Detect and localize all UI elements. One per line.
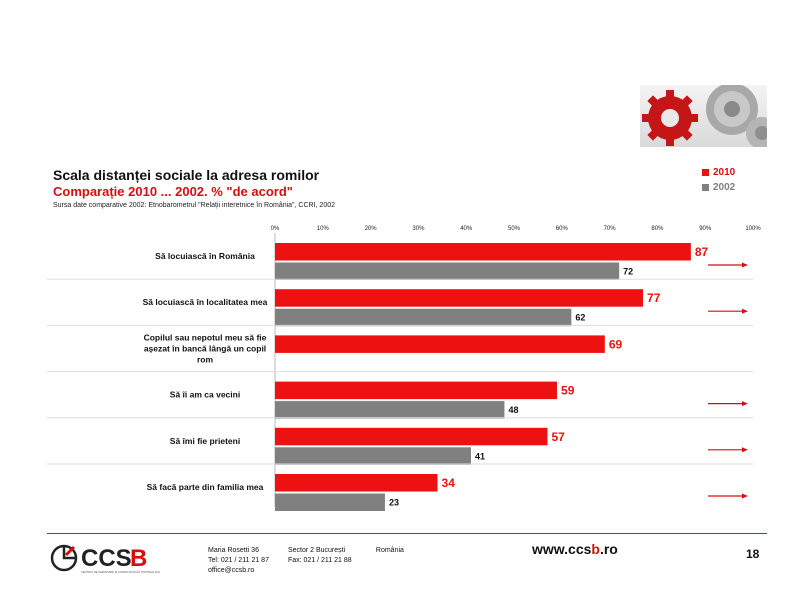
bar-2010 (275, 243, 691, 261)
category-label: rom (197, 354, 214, 364)
bar-2002 (275, 262, 620, 280)
trend-arrow-head-icon (742, 447, 748, 453)
x-tick-label: 20% (365, 226, 378, 232)
legend-label-2002: 2002 (713, 182, 736, 193)
trend-arrow-head-icon (742, 493, 748, 499)
category-label: Să îmi fie prieteni (170, 436, 240, 446)
red-gear-icon (642, 90, 698, 146)
category-label: Să locuiască în localitatea mea (143, 297, 268, 307)
legend-swatch-2002 (702, 184, 709, 191)
x-tick-label: 30% (412, 226, 425, 232)
chart-source-note: Sursa date comparative 2002: Etnobaromet… (53, 202, 336, 209)
data-label-2010: 34 (442, 476, 456, 490)
chart-legend: 2010 2002 (702, 165, 735, 195)
data-label-2002: 41 (475, 451, 485, 461)
bar-2010 (275, 289, 644, 307)
trend-arrow-head-icon (742, 308, 748, 314)
bar-2002 (275, 308, 572, 327)
x-tick-label: 0% (271, 226, 280, 232)
bar-2010 (275, 381, 558, 400)
data-label-2010: 69 (609, 337, 623, 351)
bar-2002 (275, 447, 471, 465)
address-country: România (375, 547, 404, 554)
svg-text:B: B (130, 545, 147, 572)
page-number: 18 (746, 547, 760, 561)
data-label-2002: 72 (623, 267, 633, 277)
bar-2002 (275, 401, 505, 419)
bar-chart: 0% 10% 20% 30% 40% 50% 60% 70% 80% 90% 100% Să locu… (47, 226, 761, 511)
svg-text:CENTRUL DE CERCETARE ȘI CONSUL: CENTRUL DE CERCETARE ȘI CONSULTANȚĂ ÎN Ș… (81, 569, 160, 574)
data-label-2002: 48 (508, 405, 518, 415)
category-label: Să facă parte din familia mea (147, 482, 264, 492)
gray-gear-icon (706, 85, 767, 147)
chart-title: Scala distanței sociale la adresa romilo… (53, 167, 320, 183)
x-tick-label: 70% (604, 226, 617, 232)
chart-subtitle: Comparație 2010 ... 2002. % "de acord" (53, 184, 293, 199)
bar-2002 (275, 493, 385, 511)
data-label-2010: 77 (647, 291, 661, 305)
data-label-2010: 87 (695, 245, 709, 259)
fax-number: Fax: 021 / 211 21 88 (287, 557, 352, 564)
category-label: Să îi am ca vecini (170, 390, 240, 400)
legend-swatch-2010 (702, 169, 709, 176)
bar-2010 (275, 335, 605, 353)
x-tick-label: 80% (651, 226, 664, 232)
data-label-2002: 62 (575, 313, 585, 323)
email-link[interactable]: office@ccsb.ro (208, 567, 255, 574)
data-label-2010: 57 (551, 430, 565, 444)
trend-arrow-head-icon (742, 262, 748, 268)
ccsb-logo: CCS B CENTRUL DE CERCETARE ȘI CONSULTANȚ… (50, 543, 166, 582)
x-tick-label: 60% (556, 226, 569, 232)
data-label-2010: 59 (561, 384, 575, 398)
website-link[interactable]: www.ccsb.ro (532, 541, 618, 557)
category-label: așezat în bancă lângă un copil (144, 343, 266, 353)
x-tick-label: 10% (317, 226, 330, 232)
address-sector: Sector 2 București (287, 547, 346, 554)
data-label-2002: 23 (389, 498, 399, 508)
x-tick-label: 40% (460, 226, 473, 232)
legend-item-2010: 2010 (702, 165, 735, 180)
bar-2010 (275, 427, 548, 446)
x-tick-label: 50% (508, 226, 521, 232)
svg-text:CCS: CCS (81, 545, 132, 572)
trend-arrow-head-icon (742, 401, 748, 407)
legend-item-2002: 2002 (702, 180, 735, 195)
x-tick-label: 90% (699, 226, 712, 232)
footer-divider (47, 533, 767, 534)
x-tick-label: 100% (745, 226, 761, 232)
bar-2010 (275, 474, 438, 492)
category-label: Copilul sau nepotul meu să fie (144, 332, 267, 342)
address-street: Maria Rosetti 36 (208, 547, 259, 554)
footer-address: Maria Rosetti 36 Sector 2 București Româ… (208, 546, 404, 576)
category-label: Să locuiască în România (155, 251, 255, 261)
gears-image (640, 85, 767, 147)
legend-label-2010: 2010 (713, 167, 736, 178)
phone-number: Tel: 021 / 211 21 87 (208, 557, 269, 564)
